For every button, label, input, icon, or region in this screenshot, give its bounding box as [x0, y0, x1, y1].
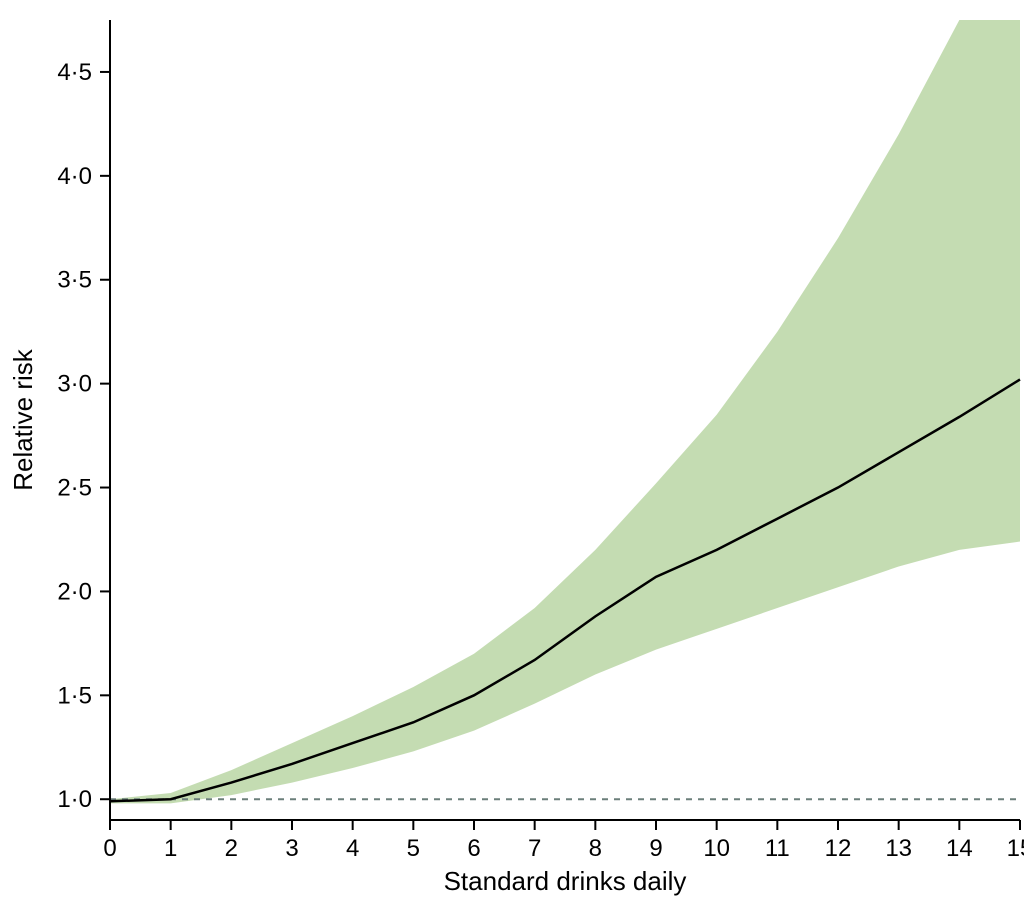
y-tick-label: 2·0 — [57, 578, 92, 605]
x-tick-label: 13 — [885, 835, 912, 862]
x-tick-label: 1 — [164, 835, 177, 862]
relative-risk-chart: 01234567891011121314151·01·52·02·53·03·5… — [0, 0, 1024, 908]
y-tick-label: 3·0 — [57, 371, 92, 398]
x-tick-label: 3 — [285, 835, 298, 862]
x-tick-label: 15 — [1007, 835, 1024, 862]
y-axis-label: Relative risk — [8, 348, 38, 491]
confidence-band — [110, 20, 1020, 803]
x-tick-label: 7 — [528, 835, 541, 862]
x-tick-label: 0 — [103, 835, 116, 862]
x-tick-label: 4 — [346, 835, 359, 862]
x-tick-label: 6 — [467, 835, 480, 862]
y-tick-label: 3·5 — [57, 267, 92, 294]
chart-svg: 01234567891011121314151·01·52·02·53·03·5… — [0, 0, 1024, 908]
x-tick-label: 8 — [589, 835, 602, 862]
y-tick-label: 2·5 — [57, 475, 92, 502]
x-tick-label: 12 — [825, 835, 852, 862]
x-tick-label: 9 — [649, 835, 662, 862]
x-tick-label: 14 — [946, 835, 973, 862]
y-tick-label: 4·0 — [57, 163, 92, 190]
x-tick-label: 10 — [703, 835, 730, 862]
x-tick-label: 5 — [407, 835, 420, 862]
y-tick-label: 1·0 — [57, 786, 92, 813]
x-axis-label: Standard drinks daily — [444, 866, 687, 896]
y-tick-label: 1·5 — [57, 682, 92, 709]
x-tick-label: 11 — [765, 835, 790, 862]
y-tick-label: 4·5 — [57, 59, 92, 86]
x-tick-label: 2 — [225, 835, 238, 862]
